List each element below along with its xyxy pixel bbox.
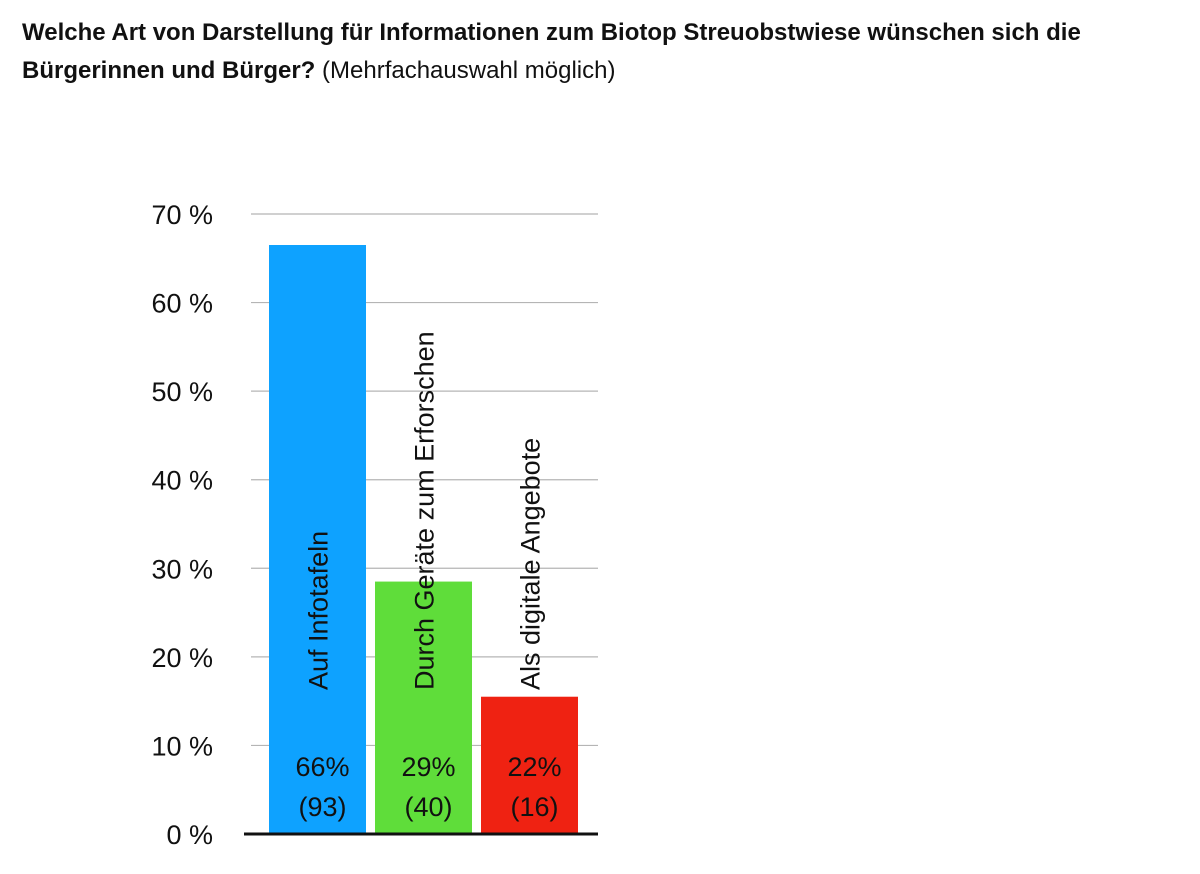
category-label: Auf Infotafeln (304, 531, 334, 690)
y-tick-label: 10 % (151, 731, 213, 761)
bar (481, 696, 578, 834)
y-tick-label: 70 % (151, 200, 213, 230)
category-label: Als digitale Angebote (516, 438, 546, 690)
percent-label: 66% (295, 752, 349, 782)
percent-label: 22% (507, 752, 561, 782)
chart-title-question: Welche Art von Darstellung für Informati… (22, 19, 1081, 84)
chart-title: Welche Art von Darstellung für Informati… (22, 14, 1187, 90)
bar (269, 245, 366, 834)
y-tick-label: 30 % (151, 554, 213, 584)
y-tick-label: 50 % (151, 377, 213, 407)
count-label: (16) (510, 792, 558, 822)
y-axis-ticks: 0 % 10 % 20 % 30 % 40 % 50 % 60 % 70 % (151, 200, 213, 850)
bar (375, 581, 472, 834)
percent-label: 29% (401, 752, 455, 782)
count-label: (93) (298, 792, 346, 822)
y-tick-label: 20 % (151, 643, 213, 673)
chart-title-note: (Mehrfachauswahl möglich) (322, 57, 616, 84)
y-tick-label: 40 % (151, 466, 213, 496)
bar-labels: Auf Infotafeln 66% (93) Durch Geräte zum Er… (295, 331, 561, 822)
bars (269, 245, 578, 834)
category-label: Durch Geräte zum Erforschen (410, 331, 440, 690)
y-tick-label: 60 % (151, 289, 213, 319)
y-tick-label: 0 % (166, 820, 213, 850)
count-label: (40) (404, 792, 452, 822)
